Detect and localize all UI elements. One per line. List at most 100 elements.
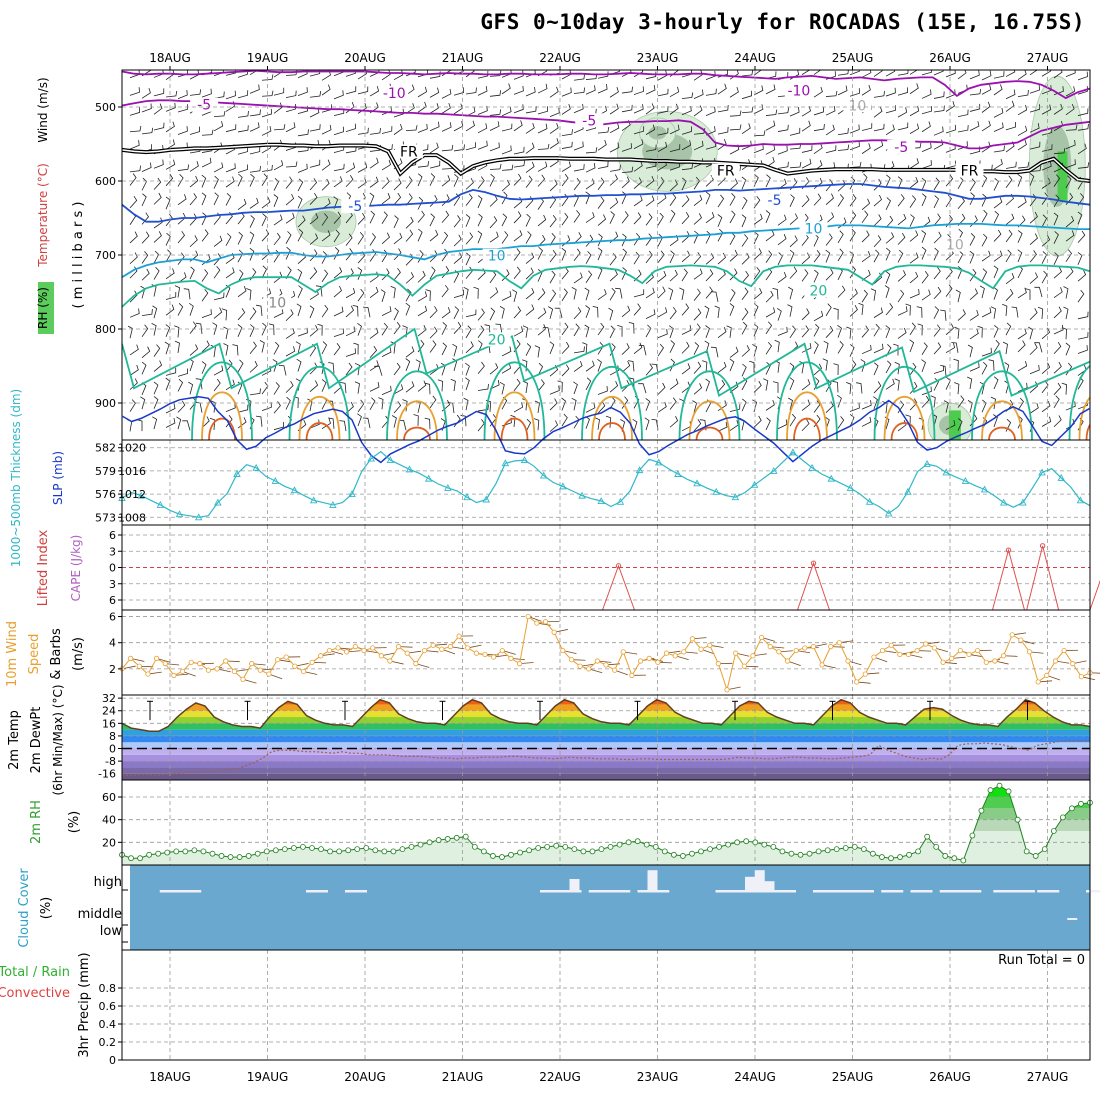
wind-barb (1053, 266, 1062, 279)
wind-barb (741, 90, 753, 100)
wind-barb (297, 129, 309, 137)
wind-barb (897, 270, 906, 282)
li-trace (992, 548, 1025, 611)
wind-barb (861, 123, 873, 131)
isotherm-lobe (678, 370, 741, 440)
wind-barb (597, 127, 610, 134)
label-bg (940, 237, 969, 252)
wind-barb (201, 129, 214, 136)
wind-speed-marker (499, 647, 505, 654)
wind-barb (273, 160, 284, 171)
tick-label: 0.8 (99, 982, 117, 995)
wind-speed-marker (897, 651, 903, 658)
wind-barb (1005, 288, 1014, 301)
isotherm-lobe (688, 400, 731, 440)
wind-speed-marker (603, 662, 609, 668)
temp-band (122, 767, 1090, 774)
wind-barb (774, 360, 780, 373)
axis-label-rh2m: 2m RH (29, 800, 44, 844)
wind-barb (909, 362, 917, 376)
wind-barb (772, 288, 779, 300)
wind-speed-marker (975, 647, 981, 654)
wind-barb (705, 191, 711, 205)
wind-barb (1077, 211, 1083, 225)
wind-barb (249, 341, 257, 354)
wind-barb (1017, 340, 1026, 353)
wind-barb (657, 106, 669, 114)
wind-speed-marker (240, 676, 246, 682)
wind-barb (537, 362, 544, 376)
wind-barb (189, 161, 199, 172)
wind-barb (585, 191, 591, 205)
wind-barb (415, 359, 421, 372)
wind-barb (261, 213, 267, 227)
thickness-marker (1076, 496, 1085, 504)
wind-barb (225, 124, 237, 133)
wind-barb (729, 303, 735, 316)
label-bg (482, 332, 511, 347)
wind-barb (501, 269, 510, 282)
wind-barb (405, 229, 414, 242)
wind-barb (429, 306, 438, 319)
wind-barb (917, 323, 923, 336)
wind-barb (1041, 380, 1049, 394)
rh-marker (761, 841, 768, 848)
temp-band (122, 748, 1090, 755)
wind-barb (573, 73, 585, 81)
wind-barb (645, 233, 653, 246)
wind-barb (873, 178, 882, 191)
wind-barb (837, 230, 844, 244)
wind-speed-marker (854, 679, 860, 685)
wind-barb (1017, 249, 1023, 263)
wind-barb (285, 231, 292, 244)
dewpoint-line (122, 740, 1090, 776)
wind-barb (825, 124, 835, 136)
wind-barb (333, 267, 343, 279)
wind-barb (513, 85, 524, 95)
wind-barb (849, 413, 855, 427)
wind-barb (405, 70, 416, 77)
wind-barb (717, 83, 727, 95)
wind-barb (1065, 215, 1075, 228)
wind-barb (801, 120, 811, 132)
wind-barb (345, 268, 354, 280)
wind-barb (777, 419, 788, 430)
wind-barb (933, 378, 939, 391)
wind-barb (787, 397, 793, 411)
wind-barb (141, 324, 149, 338)
isotherm-lobe (1085, 423, 1090, 440)
wind-barb (165, 249, 172, 263)
wind-barb (789, 127, 801, 136)
wind-barb (285, 193, 295, 206)
wind-barb (369, 327, 379, 339)
wind-barb (916, 306, 923, 318)
wind-barb (1028, 326, 1034, 340)
isotherm-label: -5 (197, 98, 211, 114)
wind-barb (201, 88, 212, 98)
wind-barb (225, 402, 236, 412)
li-trace (1089, 579, 1100, 611)
rh-marker (888, 855, 894, 862)
wind-barb (849, 265, 857, 279)
wind-barb (681, 177, 687, 191)
date-tick-top: 26AUG (929, 51, 971, 65)
wind-speed-marker (361, 647, 367, 654)
label-bg (799, 221, 828, 236)
wind-barb (525, 418, 532, 432)
wind-barb (979, 285, 985, 299)
wind-barb (165, 232, 171, 246)
rh-marker (200, 848, 207, 855)
wind-barb (177, 90, 188, 100)
wind-barb (561, 173, 569, 187)
wind-barb (225, 379, 235, 391)
wind-barb (249, 197, 259, 209)
wind-barb (597, 322, 605, 336)
wind-barb (453, 173, 459, 187)
wind-barb (297, 178, 304, 192)
wind-barb (801, 269, 809, 282)
wind-barb (549, 289, 557, 303)
wind-barb (1053, 212, 1059, 226)
wind-barb (153, 217, 163, 229)
wind-speed-marker (767, 644, 773, 650)
